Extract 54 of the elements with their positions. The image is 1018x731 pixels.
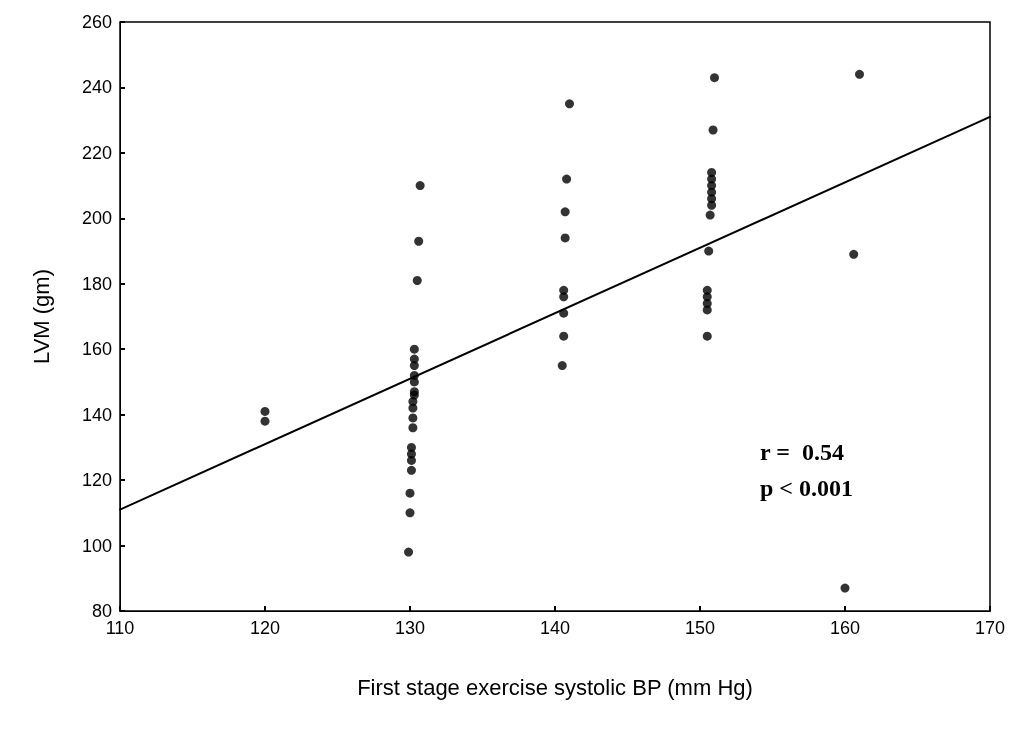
point [560,207,570,217]
y-tick-label: 260 [81,12,112,32]
point [704,246,714,256]
point [405,488,415,498]
point [412,276,422,285]
point [406,455,416,465]
annotation: p < 0.001 [760,475,854,501]
point [415,181,425,191]
point [408,403,418,413]
y-tick-label: 120 [81,470,112,491]
y-tick-label: 200 [81,208,112,229]
point [405,508,415,518]
point [708,125,718,135]
point [707,200,717,210]
point [710,73,719,83]
point [408,413,418,423]
point [408,423,418,433]
point [565,99,574,109]
point [705,210,715,220]
y-tick-label: 240 [81,77,112,98]
point [560,233,570,243]
point [409,361,419,371]
point [414,236,424,246]
point [849,249,859,259]
point [406,465,416,475]
point [404,547,414,557]
x-tick-label: 150 [684,618,716,638]
point [702,305,712,315]
point [409,344,419,354]
point [840,583,850,593]
point [409,377,419,387]
point [260,406,270,416]
point [557,361,567,371]
point [559,331,569,341]
point [260,416,270,426]
annotation: r = 0.54 [760,439,844,465]
y-axis-title: LVM (gm) [28,269,54,364]
y-tick-label: 140 [81,404,112,425]
point [559,292,569,302]
x-tick-label: 120 [249,618,281,638]
x-tick-label: 110 [105,618,135,638]
x-tick-label: 140 [539,618,571,638]
x-tick-label: 170 [974,618,1006,638]
y-tick-label: 180 [81,273,112,294]
x-tick-label: 130 [394,618,426,638]
x-axis-title: First stage exercise systolic BP (mm Hg) [357,674,753,700]
point [562,174,572,184]
point [702,331,712,341]
x-tick-label: 160 [829,618,861,638]
y-tick-label: 220 [81,142,112,163]
y-tick-label: 160 [81,339,112,360]
point [855,69,864,79]
y-tick-label: 100 [81,535,112,556]
y-tick-label: 80 [91,601,112,621]
